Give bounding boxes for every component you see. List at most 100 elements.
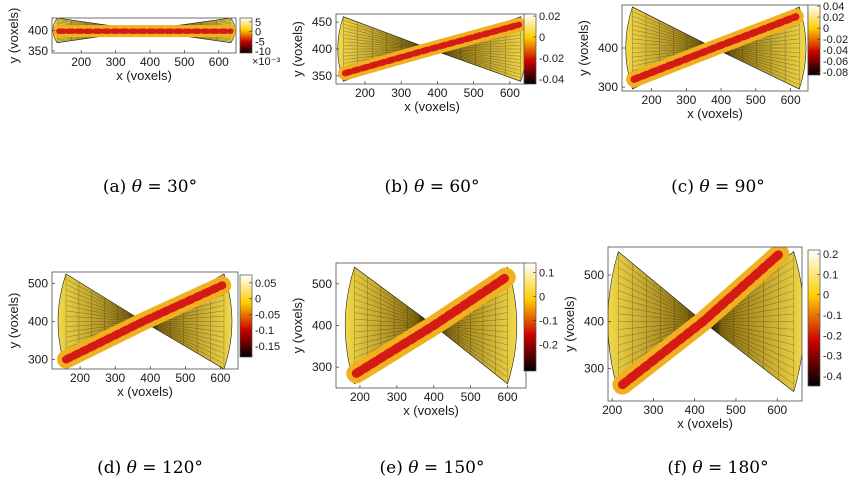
hot-band (626, 8, 804, 88)
y-tick-label: 450 (312, 15, 332, 29)
plot-area (337, 16, 527, 82)
y-axis-label: y (voxels) (6, 8, 21, 64)
y-tick-label: 500 (584, 268, 604, 282)
panel-caption: (b) θ = 60° (385, 177, 480, 197)
x-axis-label: x (voxels) (117, 384, 173, 399)
x-tick-label: 300 (387, 390, 407, 404)
x-tick-label: 400 (711, 93, 731, 107)
x-axis-label: x (voxels) (116, 68, 172, 83)
colorbar-tick-label: 0 (823, 290, 829, 302)
panel-caption: (a) θ = 30° (103, 177, 197, 197)
y-tick-label: 300 (312, 360, 332, 374)
x-tick-label: 600 (498, 390, 518, 404)
plot-area (625, 6, 807, 90)
x-tick-label: 600 (781, 93, 801, 107)
colorbar-tick-label: 0.1 (823, 269, 838, 281)
x-tick-label: 300 (643, 403, 663, 417)
y-tick-label: 400 (312, 42, 332, 56)
x-tick-label: 400 (140, 371, 160, 385)
x-tick-label: 500 (175, 371, 195, 385)
panel-caption: (d) θ = 120° (97, 458, 203, 478)
hot-band (346, 267, 516, 384)
y-tick-label: 300 (598, 80, 618, 94)
hot-band (57, 276, 232, 369)
colorbar (239, 17, 253, 54)
x-tick-label: 500 (726, 403, 746, 417)
colorbar-tick-label: -0.06 (823, 56, 848, 68)
x-tick-label: 600 (500, 86, 520, 100)
y-tick-label: 400 (598, 41, 618, 55)
colorbar-tick-label: 0.1 (539, 268, 554, 280)
plot-area (57, 273, 233, 369)
colorbar-tick-label: -0.02 (539, 53, 564, 65)
colorbar (807, 249, 821, 387)
plot-frame (607, 246, 803, 402)
hot-band (338, 17, 526, 81)
colorbar-tick-label: -0.1 (823, 310, 842, 322)
plot-area (344, 266, 518, 385)
x-tick-label: 300 (676, 93, 696, 107)
y-tick-label: 300 (28, 352, 48, 366)
y-tick-label: 400 (28, 314, 48, 328)
colorbar-tick-label: 0.02 (539, 11, 560, 23)
x-tick-label: 200 (355, 86, 375, 100)
panel-caption: (e) θ = 150° (380, 458, 485, 478)
colorbar-tick-label: 0 (539, 292, 545, 304)
plot-area (52, 18, 236, 44)
colorbar-tick-label: 0 (255, 27, 261, 39)
x-tick-label: 400 (140, 55, 160, 69)
colorbar-tick-label: -0.1 (255, 325, 274, 337)
x-axis-label: x (voxels) (687, 106, 743, 121)
colorbar-tick-label: -5 (255, 36, 265, 48)
colorbar-tick-label: 0.05 (255, 278, 276, 290)
colorbar-tick-label: -0.3 (823, 351, 842, 363)
colorbar-tick-label: -0.05 (255, 309, 280, 321)
hot-band (612, 247, 790, 395)
x-tick-label: 400 (685, 403, 705, 417)
y-tick-label: 350 (28, 44, 48, 58)
y-tick-label: 350 (312, 69, 332, 83)
colorbar (523, 262, 537, 372)
y-tick-label: 400 (28, 23, 48, 37)
colorbar-tick-label: 0 (255, 294, 261, 306)
panel-caption: (f) θ = 180° (667, 458, 768, 478)
panel-b: 200 300 400 500 600 350 400 450 x (voxels) y (vox… (290, 11, 564, 197)
x-tick-label: 200 (602, 403, 622, 417)
x-tick-label: 500 (746, 93, 766, 107)
x-tick-label: 600 (209, 55, 229, 69)
colorbar (807, 4, 821, 76)
x-axis-label: x (voxels) (404, 99, 460, 114)
plot-area (608, 247, 802, 395)
colorbar-tick-label: 0.02 (823, 12, 844, 24)
x-tick-label: 200 (350, 390, 370, 404)
y-axis-label: y (voxels) (576, 20, 591, 76)
x-tick-label: 300 (105, 371, 125, 385)
colorbar-tick-label: -0.02 (823, 34, 848, 46)
x-axis-label: x (voxels) (677, 416, 733, 431)
x-tick-label: 300 (106, 55, 126, 69)
colorbar-tick-label: -0.04 (539, 74, 564, 86)
colorbar-tick-label: -0.1 (539, 316, 558, 328)
colorbar-tick-label: -0.2 (539, 340, 558, 352)
y-tick-label: 300 (584, 361, 604, 375)
panel-caption: (c) θ = 90° (671, 177, 765, 197)
y-tick-label: 400 (312, 319, 332, 333)
x-tick-label: 500 (464, 86, 484, 100)
y-axis-label: y (voxels) (6, 293, 21, 349)
y-tick-label: 500 (28, 276, 48, 290)
y-axis-label: y (voxels) (290, 298, 305, 354)
x-tick-label: 300 (391, 86, 411, 100)
y-axis-label: y (voxels) (290, 21, 305, 77)
colorbar-tick-label: -0.04 (823, 45, 848, 57)
x-tick-label: 200 (71, 55, 91, 69)
colorbar-tick-label: 0 (539, 32, 545, 44)
colorbar-tick-label: -10 (255, 46, 271, 58)
y-tick-label: 500 (312, 277, 332, 291)
colorbar-tick-label: -0.08 (823, 67, 848, 79)
plot-frame (51, 17, 237, 54)
colorbar-tick-label: -0.4 (823, 371, 842, 383)
